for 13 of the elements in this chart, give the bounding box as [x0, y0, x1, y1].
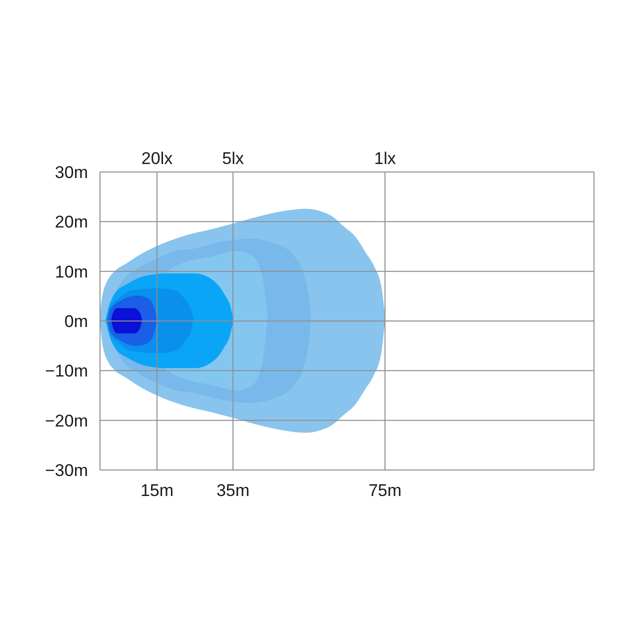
y-tick-label: 30m — [54, 163, 88, 182]
x-tick-label: 35m — [216, 481, 250, 500]
y-tick-label: −20m — [45, 411, 88, 430]
y-tick-label: 0m — [64, 312, 88, 332]
x-tick-label: 15m — [140, 481, 174, 500]
y-tick-label: −10m — [45, 362, 88, 381]
y-tick-label: 10m — [54, 262, 88, 282]
y-tick-label: 20m — [54, 212, 88, 232]
x-tick-label: 75m — [368, 481, 402, 500]
y-tick-label: −30m — [45, 461, 88, 480]
ref-line-label: 1lx — [374, 149, 396, 168]
ref-line-label: 20lx — [141, 149, 174, 168]
ref-line-label: 5lx — [222, 149, 244, 168]
